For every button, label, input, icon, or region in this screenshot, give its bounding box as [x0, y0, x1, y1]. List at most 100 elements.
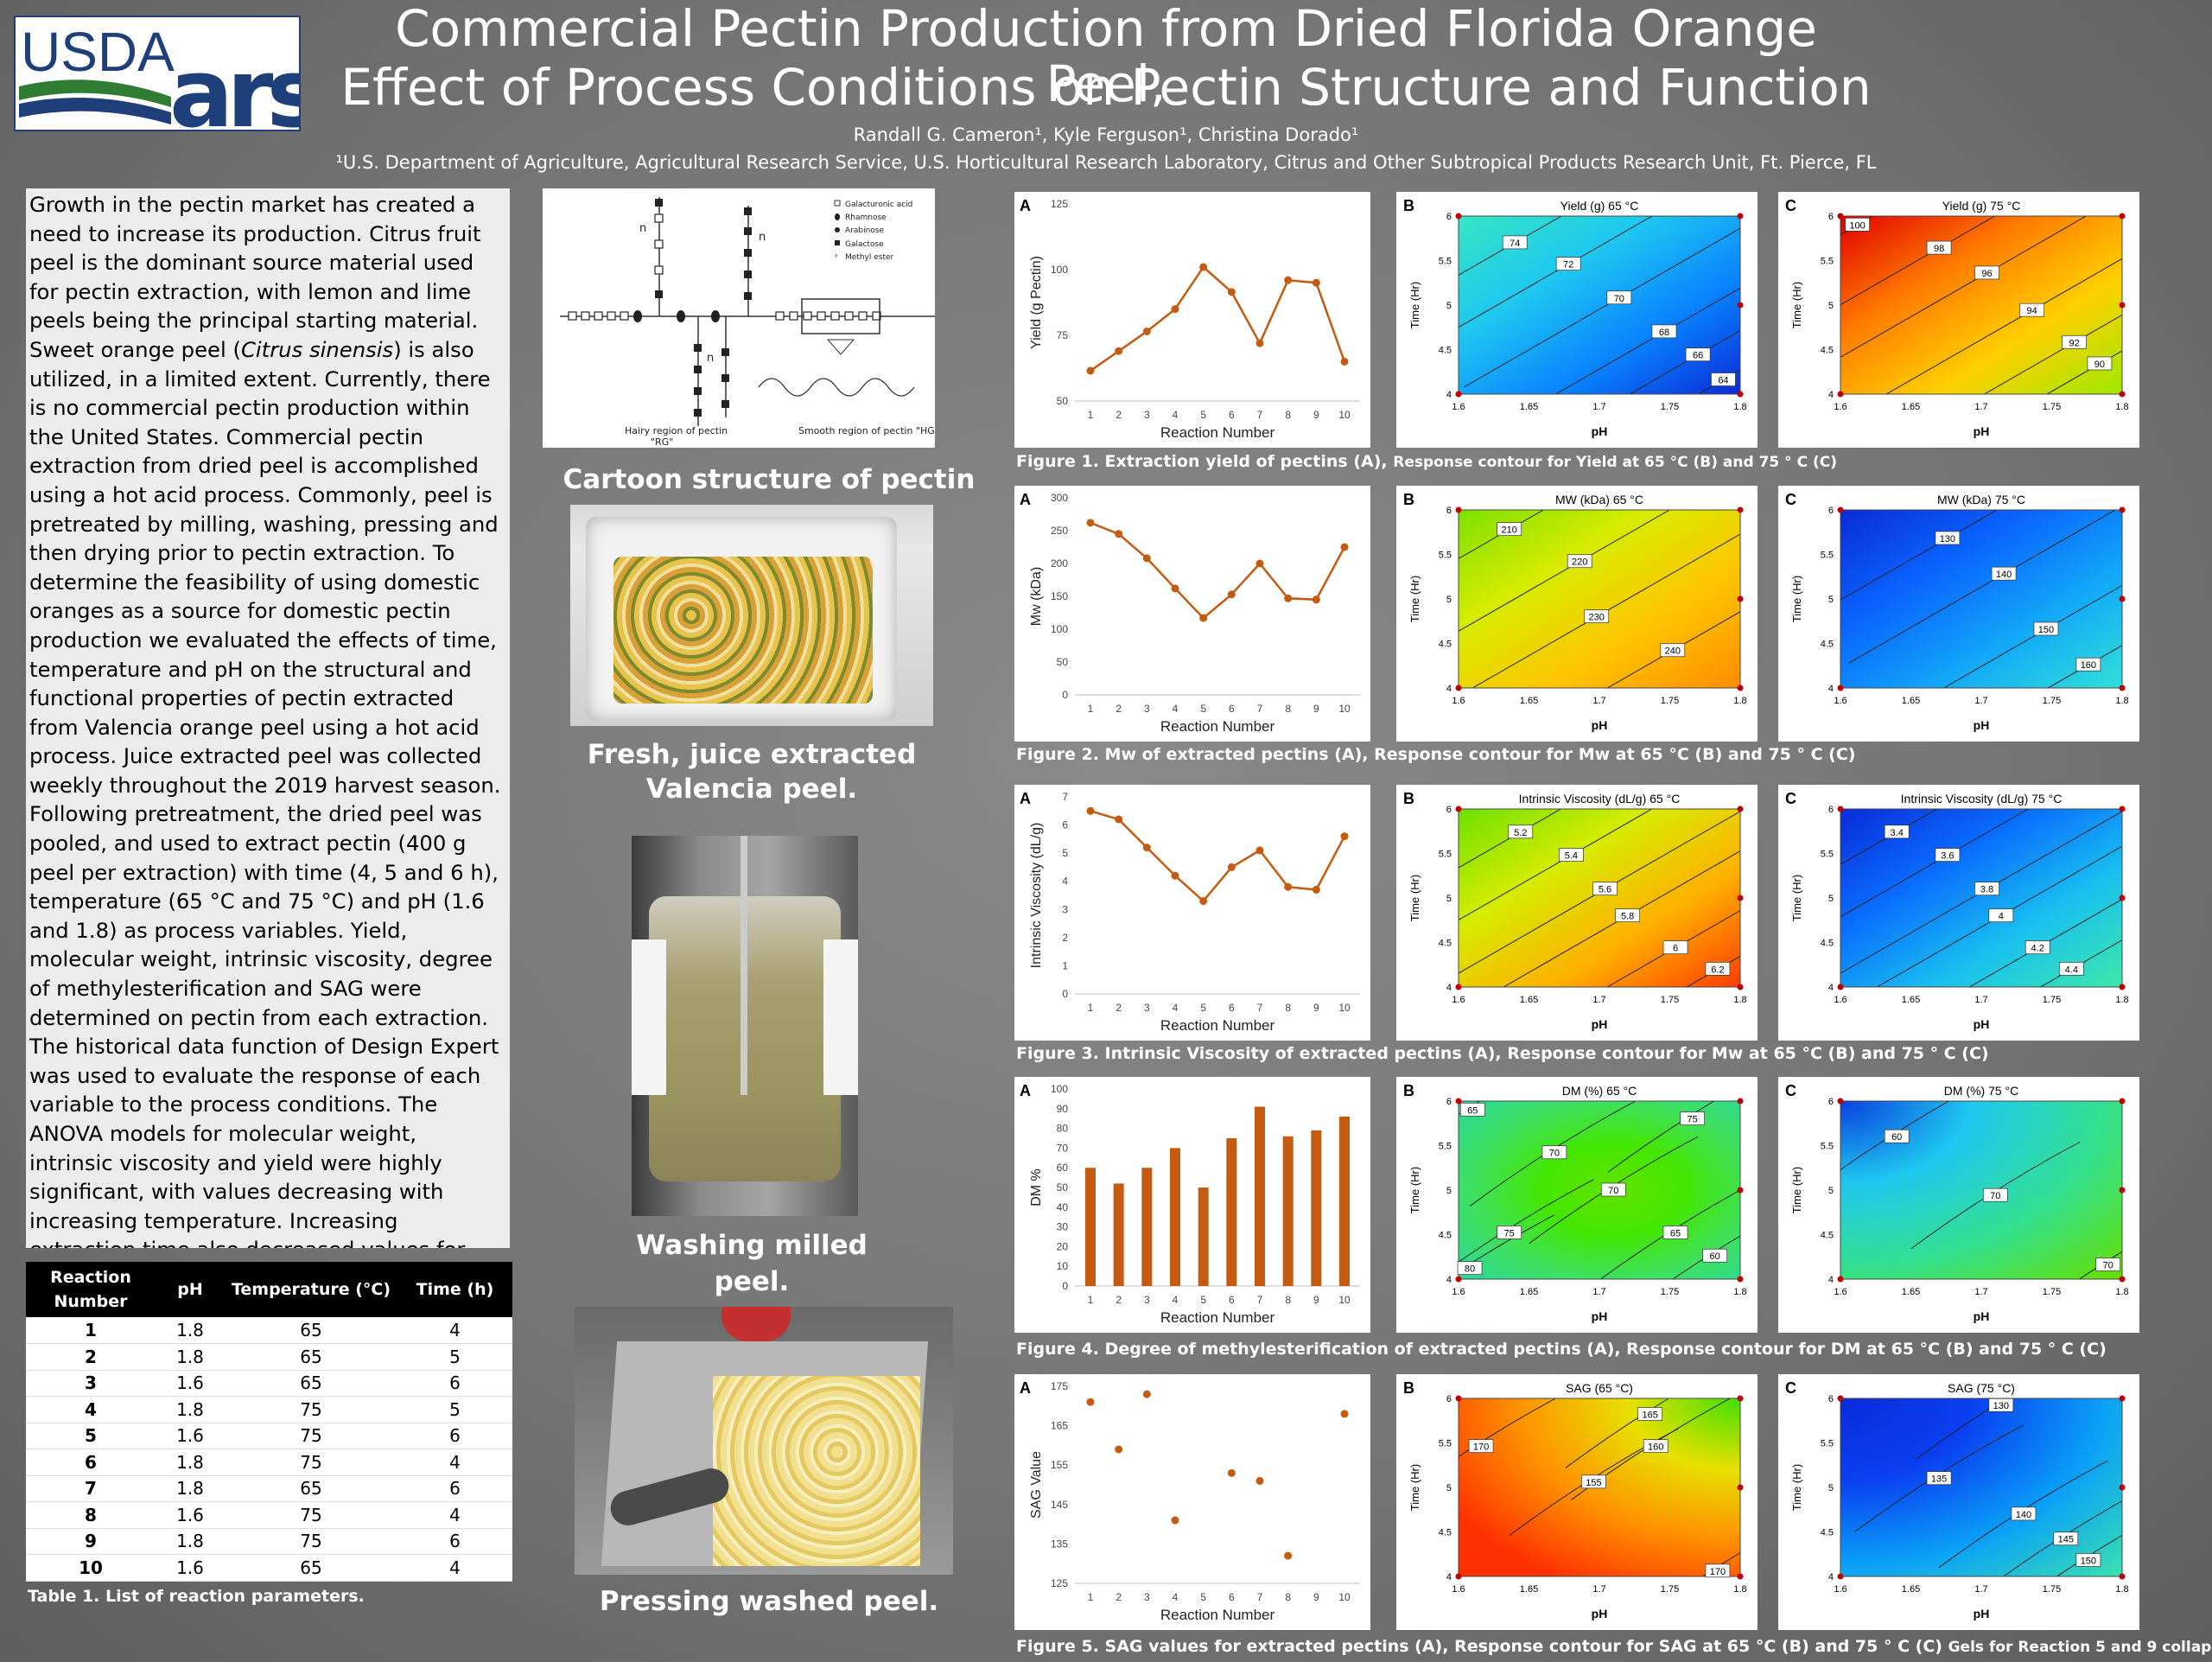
contour-fill — [1459, 216, 1740, 394]
contour-value-text: 72 — [1563, 260, 1573, 271]
abstract-part2: ) is also utilized, in a limited extent.… — [29, 336, 501, 1248]
fresh-caption-line2: Valencia peel. — [645, 774, 858, 805]
contour-value-label: 130 — [1988, 1398, 2014, 1412]
contour-value-text: 60 — [1710, 1251, 1720, 1262]
table-cell-reaction: 3 — [26, 1370, 156, 1397]
panel-letter-c: C — [1785, 790, 1796, 807]
x-axis-label: pH — [1592, 718, 1608, 732]
table-cell-reaction: 7 — [26, 1475, 156, 1502]
contour-c-1: 100 98 96 94 92 90 Yield (g) 75 °C C 1.6 1.65 1.7 1… — [1778, 192, 2139, 448]
contour-value-text: 160 — [1648, 1442, 1663, 1453]
y-tick-label: 6 — [1446, 805, 1452, 815]
rg-label: "RG" — [651, 436, 673, 448]
contour-value-text: 70 — [1614, 294, 1624, 304]
panel-letter-c: C — [1785, 491, 1796, 508]
table-header-temperature: Temperature (°C) — [231, 1280, 391, 1299]
x-tick-label: 5 — [1200, 409, 1206, 421]
contour-value-label: 70 — [1600, 1182, 1626, 1197]
x-axis-label: Reaction Number — [1160, 424, 1275, 441]
contour-value-text: 80 — [1465, 1264, 1475, 1275]
x-tick-label: 1.75 — [1661, 1287, 1679, 1297]
y-axis-label: Intrinsic Viscosity (dL/g) — [1029, 823, 1044, 969]
contour-svg-b-5: 170 165 160 155 170 SAG (65 °C) B 1.6 1.65 1.7 1.7… — [1396, 1374, 1758, 1630]
y-axis-label: Time (Hr) — [1790, 875, 1803, 921]
table-cell-time: 4 — [397, 1317, 512, 1344]
design-point — [1455, 984, 1462, 990]
x-tick-label: 9 — [1313, 409, 1319, 421]
contour-value-label: 92 — [2062, 334, 2087, 349]
data-point — [1340, 832, 1349, 841]
x-tick-label: 1.65 — [1520, 995, 1538, 1005]
contour-value-label: 100 — [1845, 217, 1870, 232]
contour-value-label: 170 — [1705, 1563, 1731, 1578]
x-tick-label: 3 — [1144, 1002, 1150, 1014]
table-cell-time: 6 — [397, 1475, 512, 1502]
y-tick-label: 5 — [1828, 894, 1834, 904]
x-tick-label: 1.8 — [2115, 402, 2128, 412]
table-header-row: Reaction Number pH Temperature (°C) Time… — [26, 1262, 512, 1317]
y-tick-label: 90 — [1057, 1103, 1069, 1115]
y-tick-label: 4.5 — [1439, 1231, 1452, 1241]
contour-value-text: 6 — [1673, 944, 1678, 954]
table-cell-temperature: 75 — [225, 1528, 397, 1555]
y-tick-label: 5.5 — [1821, 1439, 1834, 1449]
x-tick-label: 1.65 — [1520, 1287, 1538, 1297]
x-tick-label: 1.6 — [1834, 696, 1847, 706]
y-tick-label: 175 — [1051, 1380, 1068, 1392]
design-point — [1737, 895, 1744, 901]
pressing-caption: Pressing washed peel. — [599, 1586, 939, 1617]
y-tick-label: 100 — [1051, 264, 1068, 276]
y-axis-label: Time (Hr) — [1408, 875, 1421, 921]
x-tick-label: 4 — [1173, 703, 1179, 715]
contour-value-label: 70 — [1982, 1188, 2008, 1202]
data-point — [1284, 882, 1293, 891]
design-point — [1837, 391, 1844, 398]
y-tick-label: 5 — [1828, 1186, 1834, 1196]
contour-value-label: 135 — [1926, 1471, 1952, 1486]
x-tick-label: 1.65 — [1520, 696, 1538, 706]
panel-letter-b: B — [1403, 1379, 1414, 1397]
table-cell-ph: 1.6 — [156, 1554, 225, 1582]
design-point — [1737, 1187, 1744, 1194]
table-cell-reaction: 2 — [26, 1343, 156, 1371]
x-tick-label: 1.7 — [1592, 402, 1605, 412]
contour-value-label: 96 — [1974, 265, 1999, 280]
contour-svg-c-3: 3.4 3.6 3.8 4 4.2 4.4 Intrinsic Viscosity (dL/… — [1778, 785, 2139, 1041]
contour-title: DM (%) 65 °C — [1562, 1084, 1637, 1098]
contour-value-text: 98 — [1934, 244, 1944, 254]
contour-value-text: 3.4 — [1891, 828, 1904, 838]
design-point — [1837, 685, 1844, 691]
table-cell-temperature: 75 — [225, 1423, 397, 1449]
x-tick-label: 1.7 — [1592, 995, 1605, 1005]
y-tick-label: 5.5 — [1821, 257, 1834, 267]
table-header-time: Time (h) — [416, 1280, 494, 1299]
x-tick-label: 3 — [1144, 1294, 1150, 1306]
contour-value-text: 90 — [2094, 360, 2105, 370]
bar — [1255, 1106, 1265, 1286]
pectin-structure-cartoon: n n n Galacturonic acid Rhamnose Arabino… — [543, 188, 935, 448]
table-row: 3 1.6 65 6 — [26, 1370, 512, 1397]
chart-a-svg-5: A 125 135 145 155 165 175 1 2 3 4 5 6 7 8 9 10 Reaction N… — [1020, 1379, 1360, 1623]
y-tick-label: 5.5 — [1821, 850, 1834, 860]
table-row: 7 1.8 65 6 — [26, 1475, 512, 1502]
x-tick-label: 9 — [1313, 703, 1319, 715]
design-point — [1455, 1098, 1462, 1105]
x-axis-label: pH — [1592, 1607, 1608, 1621]
panel-letter-b: B — [1403, 1082, 1414, 1099]
design-point — [1737, 806, 1744, 812]
panel-letter-a: A — [1020, 790, 1031, 807]
data-point — [1171, 584, 1179, 593]
table-cell-ph: 1.8 — [156, 1343, 225, 1371]
contour-value-text: 70 — [1549, 1149, 1560, 1159]
x-tick-label: 1.65 — [1902, 696, 1920, 706]
contour-value-text: 230 — [1589, 613, 1605, 623]
x-tick-label: 7 — [1257, 1002, 1263, 1014]
contour-value-label: 68 — [1651, 324, 1677, 339]
y-tick-label: 145 — [1051, 1499, 1068, 1511]
x-tick-label: 6 — [1229, 1002, 1235, 1014]
contour-value-label: 165 — [1637, 1407, 1663, 1421]
contour-value-label: 150 — [2075, 1553, 2101, 1567]
y-axis-label: Time (Hr) — [1408, 576, 1421, 622]
x-axis-label: pH — [1974, 424, 1990, 438]
